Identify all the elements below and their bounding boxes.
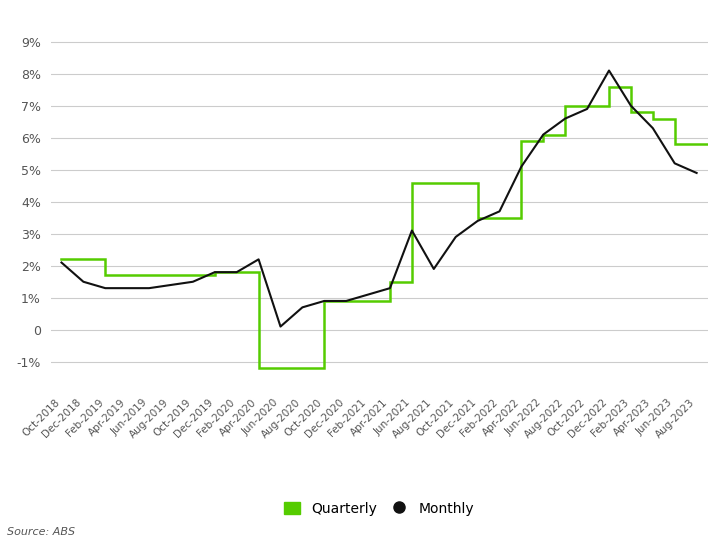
- Legend: Quarterly, Monthly: Quarterly, Monthly: [278, 497, 480, 521]
- Text: Source: ABS: Source: ABS: [7, 527, 75, 537]
